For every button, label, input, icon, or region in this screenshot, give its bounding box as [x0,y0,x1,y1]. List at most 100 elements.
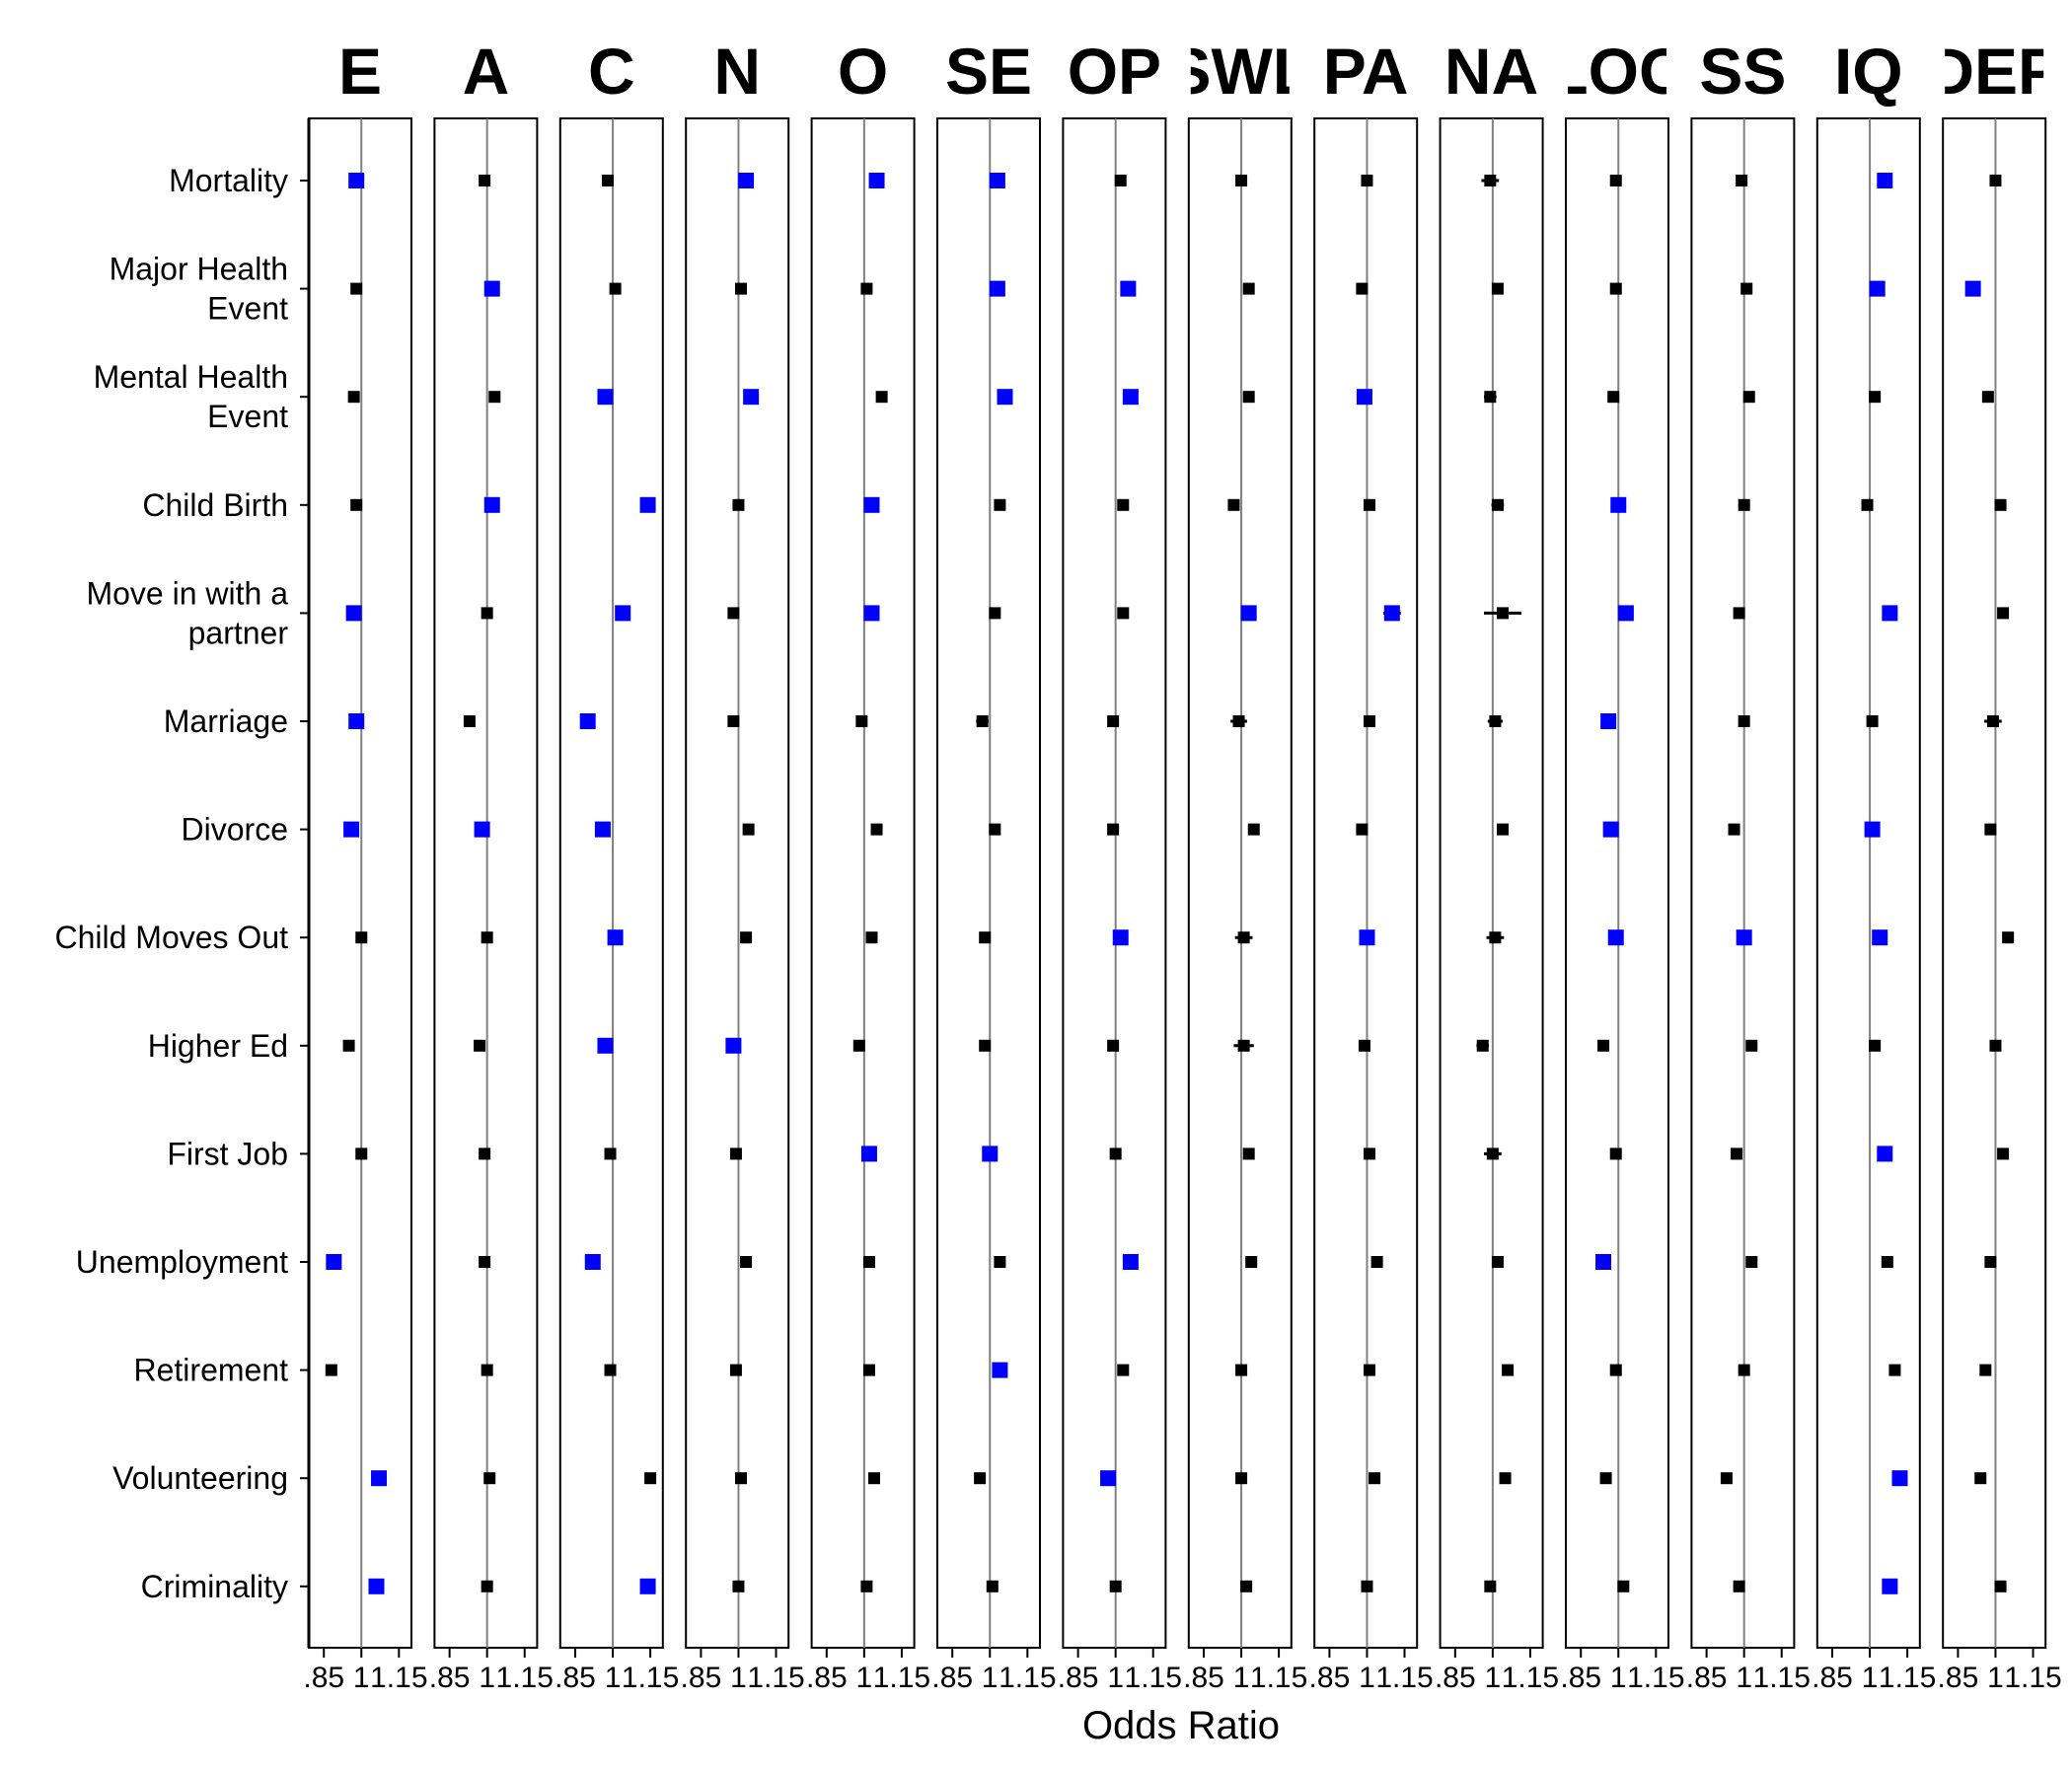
point-estimate [481,607,493,620]
point-estimate [986,1580,999,1592]
point-estimate [742,823,755,836]
point-estimate [479,175,491,186]
panel-title: DEP [1927,35,2061,108]
point-estimate [1882,1578,1898,1594]
point-estimate [604,1364,617,1376]
x-tick-label: .85 [806,1662,848,1694]
row-label: Major Health Event [110,252,289,327]
point-estimate [1609,1147,1622,1160]
point-estimate [474,821,490,838]
panel-op: OP .85 1 1.15 [1058,35,1182,1694]
point-estimate [1491,498,1504,511]
x-tick-label: .85 [555,1662,596,1694]
point-estimate [1499,1472,1512,1485]
point-estimate [1489,715,1502,727]
x-tick-label: 1.15 [370,1662,427,1694]
row-label: Marriage [164,703,288,739]
panel-title: A [463,35,510,108]
point-estimate [350,282,363,295]
row-label: Criminality [141,1569,288,1604]
point-estimate [1497,607,1510,620]
point-estimate [481,1580,493,1592]
point-estimate [1745,1039,1758,1052]
x-tick-label: 1.15 [999,1662,1056,1694]
x-tick-label: 1.15 [873,1662,930,1694]
point-estimate [1356,823,1369,836]
point-estimate [1997,1147,2010,1160]
point-estimate [1617,1580,1630,1592]
panel-title: E [338,35,382,108]
x-tick-label: .85 [931,1662,973,1694]
x-tick-label: 1 [1987,1662,2004,1694]
panel-iq: IQ .85 1 1.15 [1812,35,1936,1694]
point-estimate [1117,1364,1130,1376]
point-estimate [1602,821,1619,838]
point-estimate [852,1039,865,1052]
point-estimate [1489,931,1502,944]
x-tick-label: 1.15 [496,1662,554,1694]
point-estimate [1989,1039,2002,1052]
panel-n: N .85 1 1.15 [681,35,805,1694]
x-tick-label: 1.15 [1375,1662,1433,1694]
point-estimate [1122,1254,1139,1270]
point-estimate [1356,282,1369,295]
x-tick-label: 1 [1736,1662,1752,1694]
row-label-line: First Job [167,1136,288,1171]
point-estimate [1600,713,1617,729]
row-label: Move in with a partner [86,575,288,650]
point-estimate [743,389,760,406]
point-estimate [1242,391,1255,404]
point-estimate [740,1256,753,1268]
x-tick-label: 1.15 [1627,1662,1684,1694]
point-estimate [481,1364,493,1376]
point-estimate [1486,1147,1499,1160]
point-estimate [1866,715,1879,727]
point-estimate [994,1256,1006,1268]
point-estimate [1728,823,1740,836]
panel-loc: LOC .85 1 1.15 [1560,35,1684,1694]
point-estimate [1742,391,1755,404]
point-estimate [604,1147,617,1160]
x-tick-label: 1 [982,1662,999,1694]
point-estimate [1864,821,1881,838]
point-estimate [735,1472,748,1485]
point-estimate [1599,1472,1612,1485]
point-estimate [1738,1364,1750,1376]
point-estimate [1869,280,1886,297]
point-estimate [1109,1580,1122,1592]
point-estimate [1227,498,1240,511]
x-tick-label: .85 [1812,1662,1853,1694]
point-estimate [1242,282,1255,295]
point-estimate [1994,1580,2007,1592]
panel-na: NA .85 1 1.15 [1435,35,1559,1694]
point-estimate [345,605,362,622]
panel-title: IQ [1834,35,1903,108]
point-estimate [1738,715,1750,727]
x-tick-label: .85 [1058,1662,1099,1694]
point-estimate [1609,175,1622,186]
panel-a: A .85 1 1.15 [429,35,554,1694]
point-estimate [1484,1580,1497,1592]
point-estimate [1877,173,1893,188]
point-estimate [1107,1039,1120,1052]
panel-pa: PA .85 1 1.15 [1309,35,1434,1694]
point-estimate [989,823,1001,836]
row-label: First Job [167,1136,288,1171]
point-estimate [1731,1147,1743,1160]
point-estimate [355,931,368,944]
point-estimate [1497,823,1510,836]
point-estimate [1361,1580,1373,1592]
x-tick-label: 1.15 [1250,1662,1307,1694]
point-estimate [976,715,989,727]
x-tick-label: 1.15 [1125,1662,1182,1694]
point-estimate [1107,715,1120,727]
point-estimate [865,931,878,944]
x-tick-label: 1.15 [1879,1662,1936,1694]
point-estimate [481,931,493,944]
x-tick-label: 1 [1233,1662,1250,1694]
row-label-line: Divorce [182,812,288,848]
x-tick-label: .85 [681,1662,722,1694]
panel-e: E .85 1 1.15 [303,35,427,1694]
point-estimate [609,282,622,295]
row-label: Volunteering [112,1460,288,1496]
